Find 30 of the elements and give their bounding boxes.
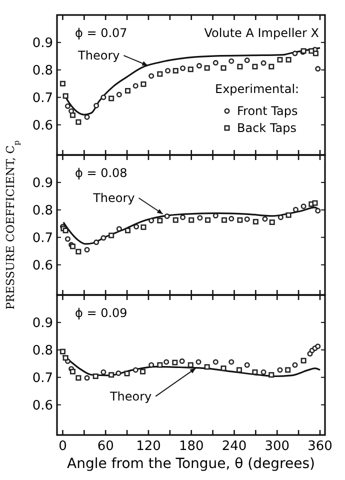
legend-label: Front Taps xyxy=(237,104,298,118)
y-tick-label: 0.7 xyxy=(32,90,53,106)
legend-label: Back Taps xyxy=(237,121,297,136)
annotation: Theory xyxy=(92,191,135,206)
y-tick-label: 0.6 xyxy=(32,118,53,134)
y-tick-label: 0.8 xyxy=(32,203,53,218)
y-tick-label: 0.8 xyxy=(32,63,53,78)
annotation: ϕ = 0.08 xyxy=(75,166,128,180)
x-tick-label: 120 xyxy=(136,439,161,454)
x-tick-label: 0 xyxy=(58,439,67,454)
annotation: Volute A Impeller X xyxy=(204,26,319,40)
x-tick-label: 60 xyxy=(97,439,114,454)
y-tick-label: 0.6 xyxy=(32,398,53,414)
legend-title: Experimental: xyxy=(215,82,300,96)
y-tick-label: 0.7 xyxy=(32,230,53,246)
y-tick-label: 0.6 xyxy=(32,258,53,274)
annotation: Theory xyxy=(77,48,120,63)
x-tick-label: 360 xyxy=(308,439,332,454)
y-tick-label: 0.9 xyxy=(32,176,53,191)
y-tick-label: 0.9 xyxy=(32,316,53,331)
y-tick-label: 0.9 xyxy=(32,36,53,51)
y-tick-label: 0.7 xyxy=(32,370,53,386)
x-tick-label: 180 xyxy=(178,439,204,454)
y-tick-label: 0.8 xyxy=(32,343,53,358)
annotation: Theory xyxy=(108,389,152,404)
x-tick-label: 240 xyxy=(222,439,247,454)
x-axis-title: Angle from the Tongue, θ (degrees) xyxy=(67,456,315,472)
annotation: ϕ = 0.09 xyxy=(75,306,128,320)
annotation: ϕ = 0.07 xyxy=(75,26,128,40)
x-tick-label: 300 xyxy=(264,439,290,454)
